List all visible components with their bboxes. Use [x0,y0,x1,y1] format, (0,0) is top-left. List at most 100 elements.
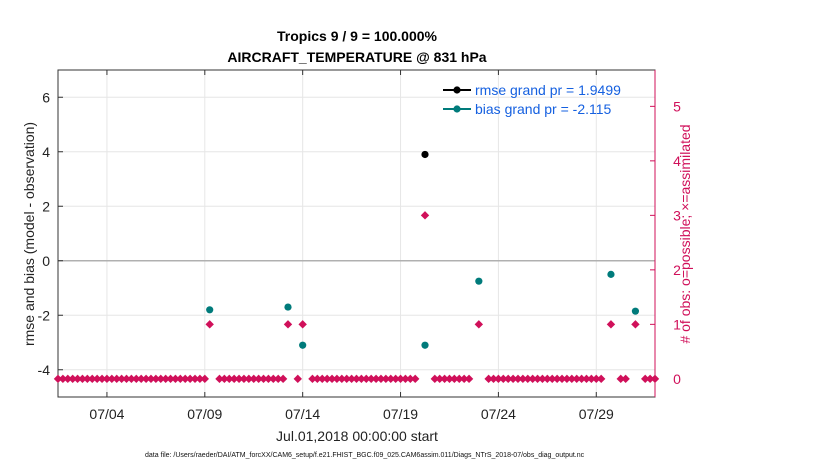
obs-count-marker [641,374,650,384]
obs-count-marker [606,320,616,329]
obs-count-marker [362,374,371,384]
obs-count-marker [136,374,146,384]
obs-count-marker [117,374,126,384]
obs-count-marker [327,374,337,384]
obs-count-marker [205,320,214,329]
obs-count-marker [459,374,469,384]
obs-count-marker [132,374,141,384]
legend-bias-marker [453,105,461,113]
y-right-tick-label: 2 [673,262,681,278]
chart-subtitle: AIRCRAFT_TEMPERATURE @ 831 hPa [227,49,486,65]
x-tick-label: 07/19 [383,406,418,422]
obs-count-marker [141,374,151,384]
obs-count-marker [107,374,117,384]
obs-count-marker [567,374,577,384]
obs-count-marker [322,374,332,384]
obs-count-marker [102,374,112,384]
obs-count-marker [455,374,464,384]
y-axis-right-label: # of obs: o=possible; ×=assimilated [677,124,693,343]
obs-count-marker [151,374,161,384]
y-right-tick-label: 1 [673,316,681,332]
obs-count-marker [73,374,82,384]
y-tick-label: 6 [42,89,50,105]
obs-count-marker [190,374,200,384]
obs-count-marker [97,374,107,384]
x-tick-label: 07/09 [187,406,222,422]
obs-count-marker [508,374,518,384]
obs-count-marker [244,374,254,384]
x-axis-label: Jul.01,2018 00:00:00 start [276,428,438,444]
obs-count-marker [494,374,503,384]
bias-point [475,277,483,285]
obs-count-marker [533,374,542,384]
obs-count-marker [420,211,430,220]
obs-count-marker [249,374,258,384]
legend-rmse-marker [453,86,461,94]
obs-count-marker [176,374,185,384]
obs-count-marker [337,374,347,384]
rmse-series [421,150,429,159]
obs-count-marker [445,374,454,384]
bias-point [299,341,307,349]
obs-count-marker [264,374,273,384]
obs-count-marker [645,374,655,384]
obs-count-marker [146,374,156,384]
obs-count-marker [592,374,601,384]
obs-count-marker [234,374,244,384]
obs-count-marker [318,374,327,384]
obs-count-marker [156,374,165,384]
obs-count-marker [347,374,356,384]
obs-count-marker [225,374,234,384]
obs-count-marker [621,374,630,384]
legend: rmse grand pr = 1.9499 bias grand pr = -… [443,82,621,117]
obs-count-marker [88,374,97,384]
obs-count-series [53,211,660,384]
footer-datafile: data file: /Users/raeder/DAI/ATM_forcXX/… [145,452,585,459]
bias-point [284,303,292,311]
obs-count-marker [293,374,302,384]
obs-count-marker [278,374,288,384]
obs-count-marker [342,374,351,384]
obs-count-marker [548,374,557,384]
obs-count-marker [503,374,513,384]
x-tick-label: 07/24 [481,406,516,422]
obs-count-marker [122,374,131,384]
x-axis: 07/04 07/09 07/14 07/19 07/24 07/29 [89,70,614,422]
obs-count-marker [298,320,307,329]
y-right-tick-label: 0 [673,371,681,387]
obs-count-marker [587,374,596,384]
obs-count-marker [557,374,567,384]
legend-rmse-label: rmse grand pr = 1.9499 [475,82,621,98]
bias-point [631,307,640,315]
obs-count-marker [68,374,77,384]
obs-count-marker [430,374,439,384]
obs-count-marker [484,374,493,384]
obs-count-marker [450,374,459,384]
obs-count-marker [381,374,391,384]
obs-count-marker [92,374,102,384]
obs-count-marker [332,374,342,384]
y-tick-label: -2 [38,307,51,323]
x-tick-label: 07/14 [285,406,320,422]
y-right-tick-label: 5 [673,98,681,114]
obs-count-marker [474,320,484,329]
bias-point [607,270,615,278]
obs-count-marker [401,374,410,384]
obs-count-marker [582,374,591,384]
obs-count-marker [489,374,498,384]
bias-series [206,270,640,349]
obs-count-marker [538,374,547,384]
obs-count-marker [552,374,562,384]
obs-count-marker [513,374,523,384]
obs-count-marker [161,374,170,384]
obs-count-marker [518,374,528,384]
obs-count-marker [562,374,572,384]
obs-count-marker [572,374,581,384]
obs-count-marker [313,374,322,384]
obs-count-marker [543,374,552,384]
obs-count-marker [181,374,190,384]
y-right-tick-label: 3 [673,207,681,223]
obs-count-marker [357,374,366,384]
obs-count-marker [269,374,278,384]
y-tick-label: 2 [42,198,50,214]
